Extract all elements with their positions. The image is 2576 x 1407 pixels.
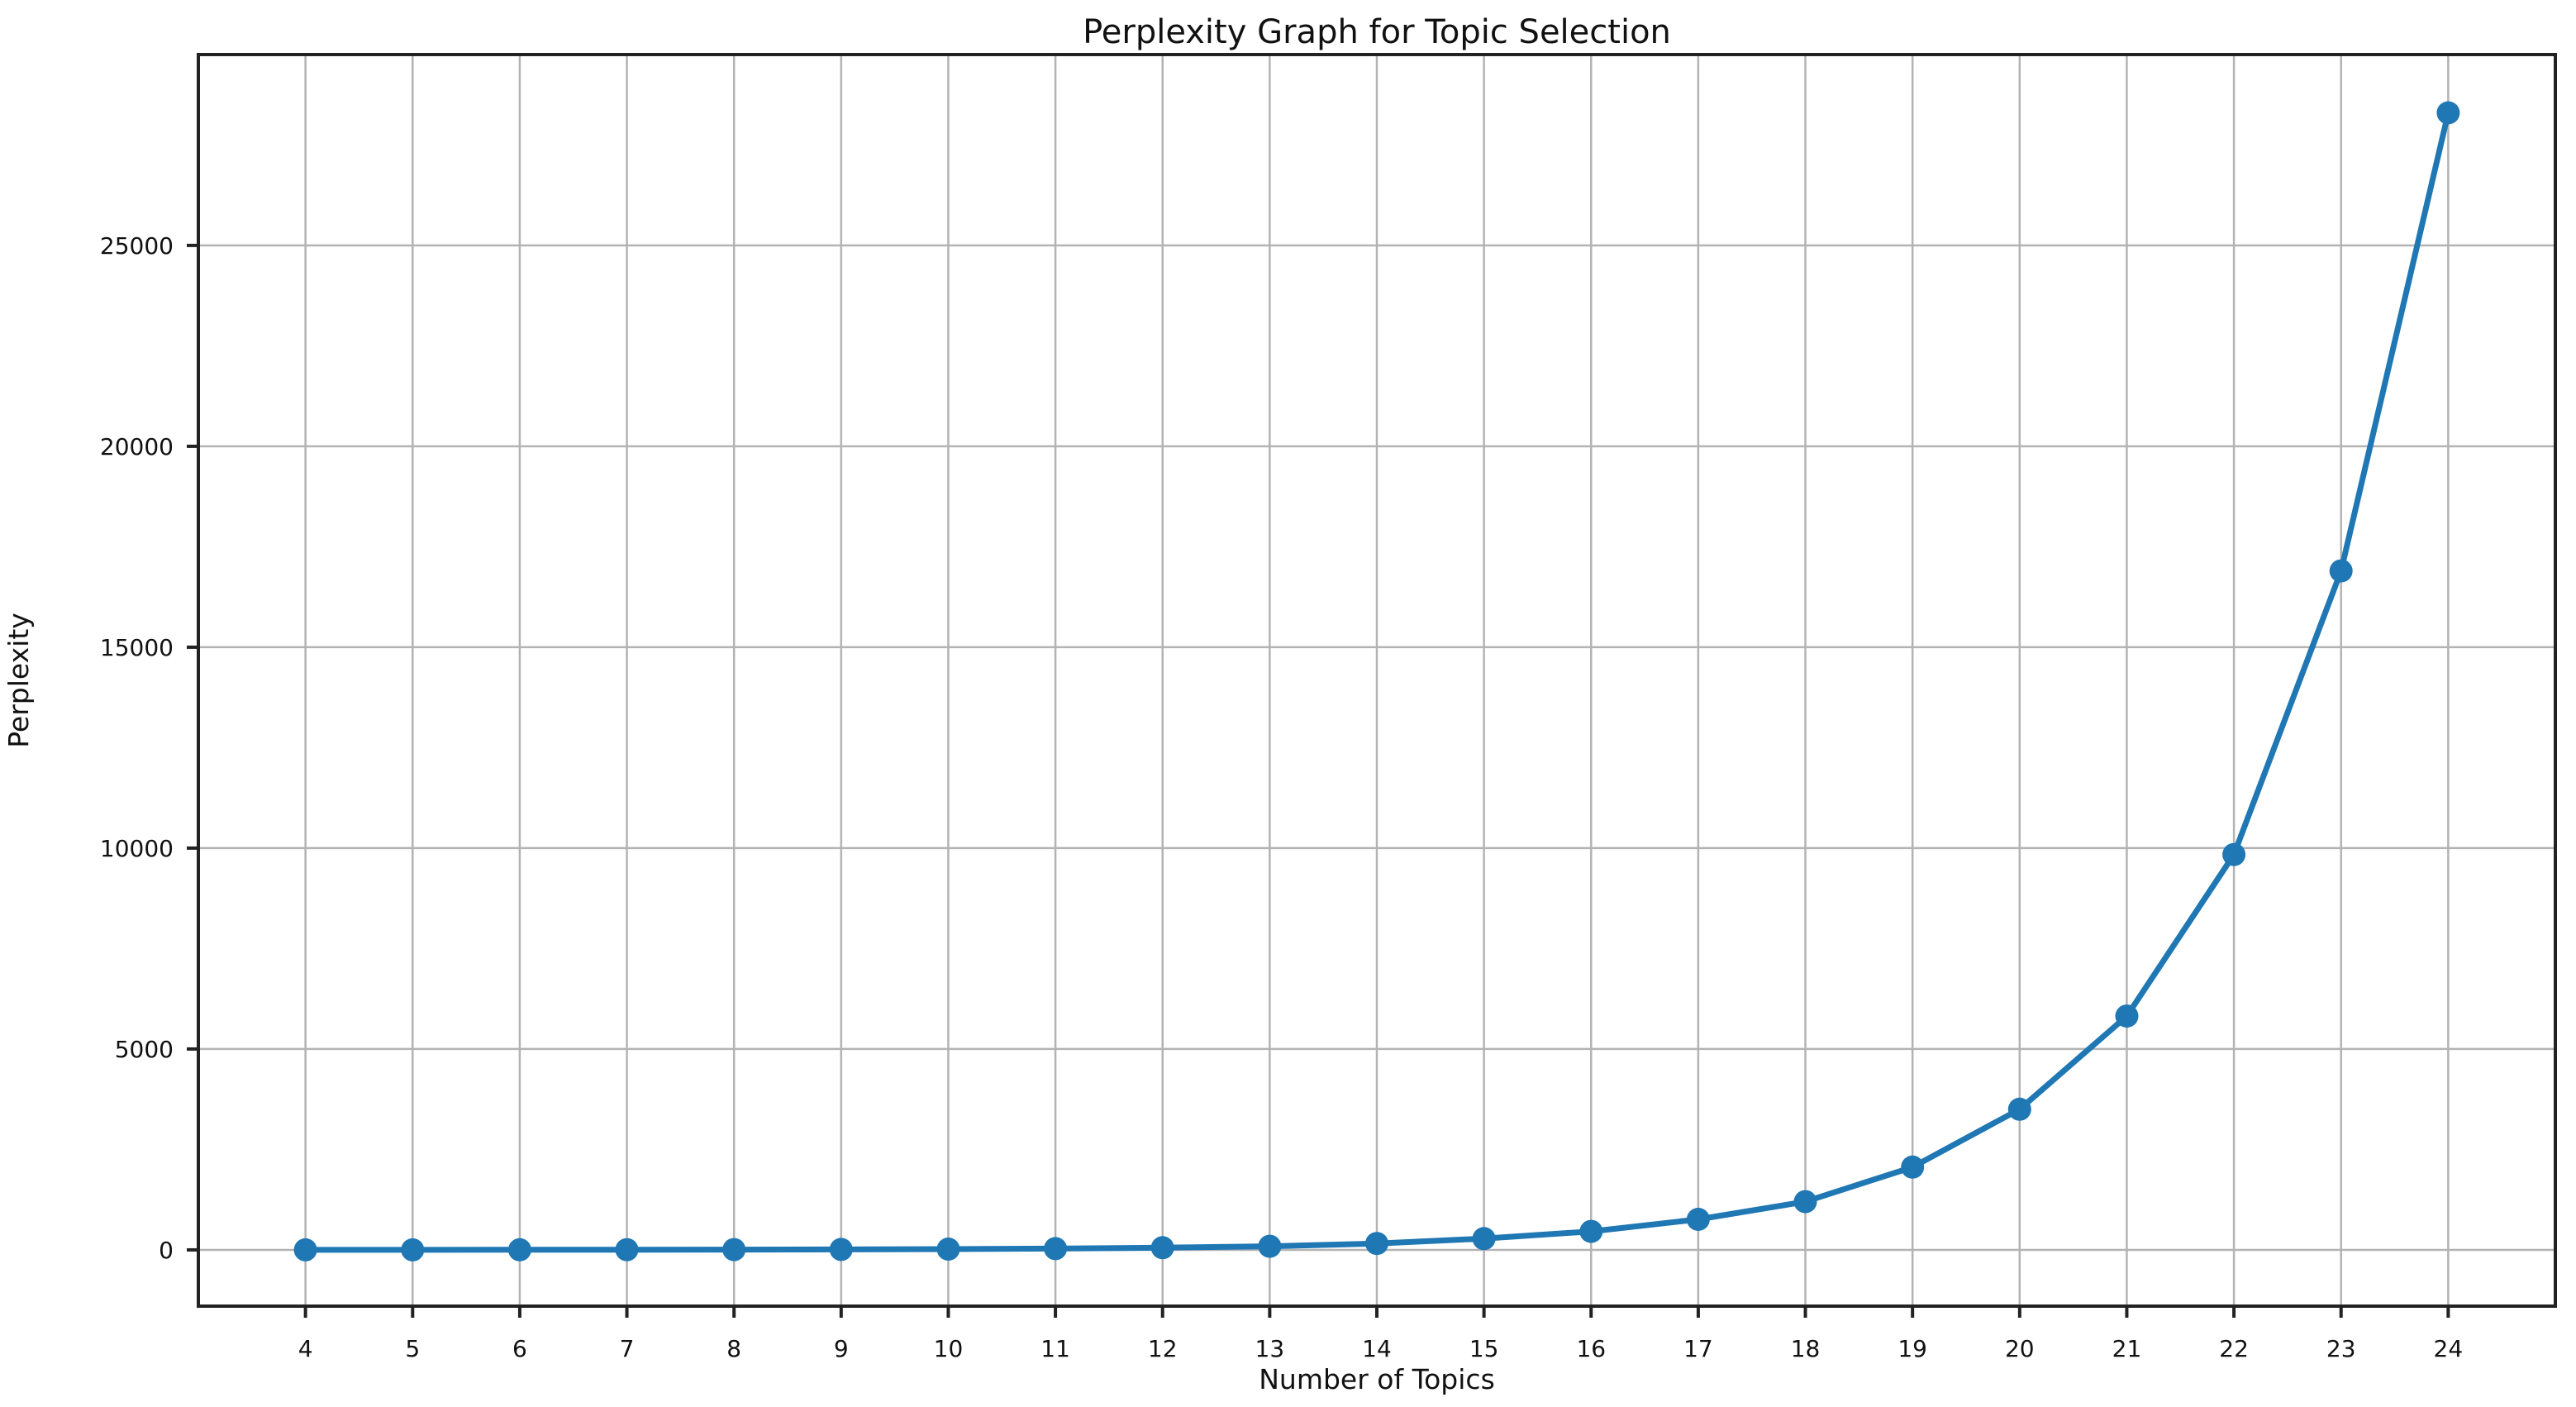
data-point-marker	[1901, 1155, 1925, 1179]
data-point-marker	[1793, 1190, 1817, 1214]
x-tick-label: 11	[1040, 1335, 1070, 1362]
x-tick-label: 16	[1576, 1335, 1606, 1362]
tick-layer: 4 5 6 7 8 9 10 11 12 13 14 15 16 17 18 19 20 21 22 23 24 0 500…	[100, 232, 2463, 1362]
y-tick-label: 25000	[100, 232, 174, 260]
y-axis-label: Perplexity	[2, 613, 35, 748]
x-tick-label: 24	[2434, 1335, 2464, 1362]
data-point-marker	[722, 1238, 746, 1262]
x-tick-label: 21	[2112, 1335, 2142, 1362]
x-tick-label: 18	[1791, 1335, 1821, 1362]
y-tick-label: 0	[159, 1237, 174, 1264]
data-point-marker	[1258, 1234, 1282, 1258]
x-tick-label: 19	[1897, 1335, 1927, 1362]
data-point-marker	[2329, 559, 2353, 583]
x-tick-label: 10	[934, 1335, 964, 1362]
data-point-marker	[293, 1238, 317, 1262]
x-tick-label: 22	[2219, 1335, 2249, 1362]
y-tick-label: 5000	[115, 1036, 174, 1063]
data-point-marker	[1579, 1219, 1603, 1243]
data-point-marker	[2115, 1004, 2139, 1028]
data-point-marker	[507, 1238, 531, 1262]
data-point-marker	[1472, 1227, 1496, 1251]
grid-layer	[198, 55, 2555, 1306]
data-layer	[293, 101, 2460, 1262]
x-tick-label: 15	[1469, 1335, 1499, 1362]
y-tick-label: 15000	[100, 634, 174, 661]
data-point-marker	[2222, 842, 2246, 866]
x-tick-label: 17	[1683, 1335, 1713, 1362]
x-tick-label: 8	[726, 1335, 741, 1362]
data-point-marker	[1365, 1232, 1388, 1256]
x-tick-label: 4	[298, 1335, 313, 1362]
x-tick-label: 23	[2326, 1335, 2356, 1362]
data-point-marker	[829, 1238, 853, 1262]
data-point-marker	[401, 1238, 425, 1262]
data-point-marker	[615, 1238, 639, 1262]
data-point-marker	[1150, 1236, 1174, 1260]
data-point-marker	[2436, 101, 2460, 125]
x-tick-label: 20	[2005, 1335, 2035, 1362]
x-tick-label: 12	[1148, 1335, 1178, 1362]
data-point-marker	[2007, 1097, 2031, 1121]
x-axis-label: Number of Topics	[1259, 1363, 1495, 1395]
x-tick-label: 5	[405, 1335, 420, 1362]
x-tick-label: 7	[620, 1335, 635, 1362]
y-tick-label: 20000	[100, 433, 174, 460]
y-tick-label: 10000	[100, 835, 174, 862]
x-tick-label: 6	[512, 1335, 527, 1362]
data-point-marker	[1044, 1237, 1068, 1261]
chart-title: Perplexity Graph for Topic Selection	[1083, 13, 1671, 51]
x-tick-label: 14	[1362, 1335, 1392, 1362]
data-point-marker	[936, 1238, 960, 1261]
data-point-marker	[1686, 1208, 1710, 1231]
x-tick-label: 13	[1255, 1335, 1285, 1362]
x-tick-label: 9	[834, 1335, 849, 1362]
